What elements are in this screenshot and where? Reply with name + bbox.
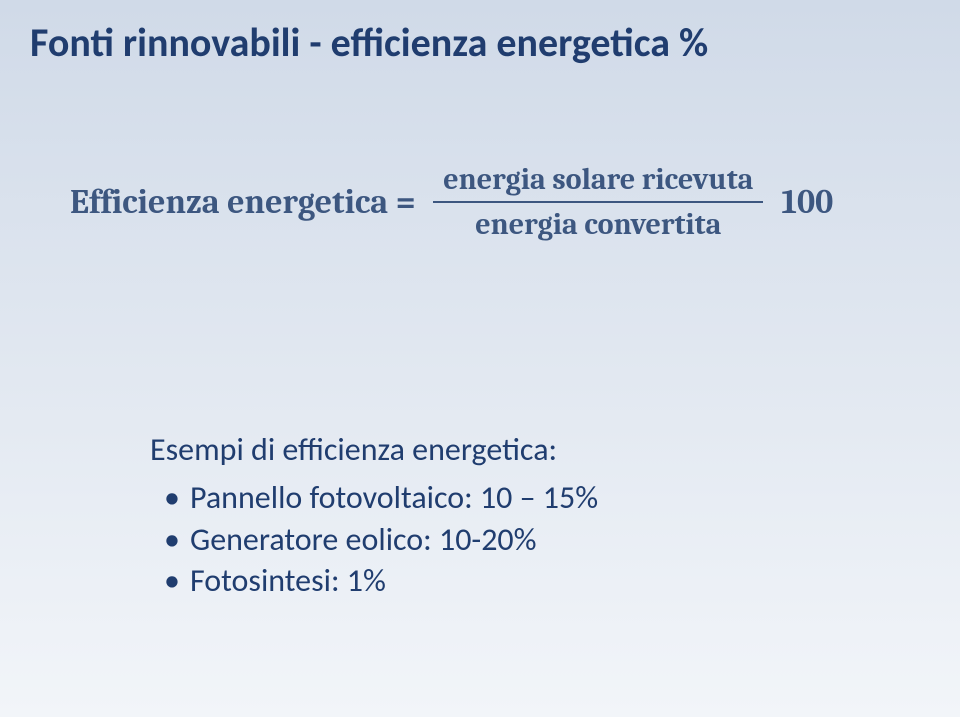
formula-multiplier: 100 xyxy=(781,182,833,222)
examples-block: Esempi di efficienza energetica: Pannell… xyxy=(150,430,598,602)
formula-denominator: energia convertita xyxy=(465,205,731,244)
examples-heading: Esempi di efficienza energetica: xyxy=(150,430,598,469)
list-item: Pannello fotovoltaico: 10 – 15% xyxy=(150,477,598,519)
formula-fraction: energia solare ricevuta energia converti… xyxy=(433,160,763,244)
formula-numerator: energia solare ricevuta xyxy=(433,160,763,199)
list-item: Fotosintesi: 1% xyxy=(150,560,598,602)
slide-title: Fonti rinnovabili - efficienza energetic… xyxy=(30,18,930,67)
list-item: Generatore eolico: 10-20% xyxy=(150,519,598,561)
examples-list: Pannello fotovoltaico: 10 – 15% Generato… xyxy=(150,477,598,602)
formula-lhs: Efficienza energetica = xyxy=(70,182,423,222)
efficiency-formula: Efficienza energetica = energia solare r… xyxy=(70,160,833,244)
fraction-bar xyxy=(433,201,763,203)
